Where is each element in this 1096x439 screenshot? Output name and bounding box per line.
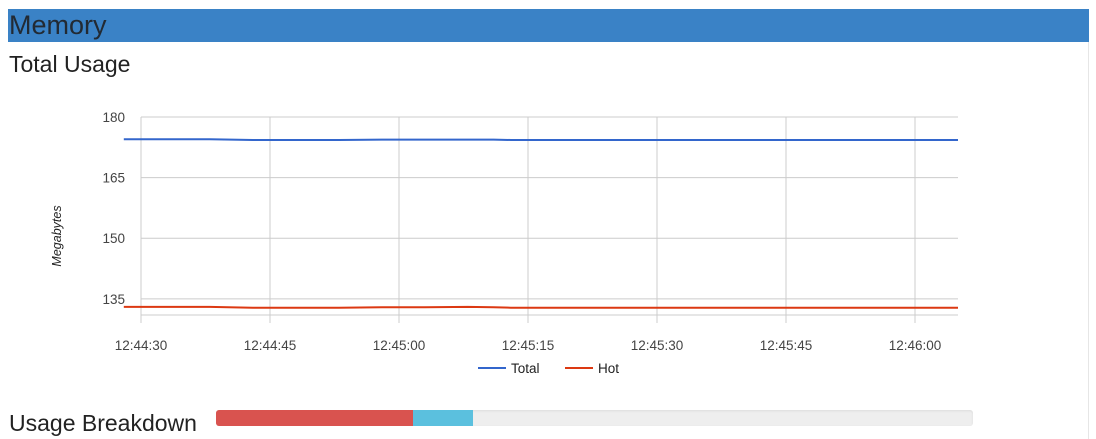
x-tick-label: 12:45:30: [631, 338, 684, 353]
series-line-hot: [124, 307, 958, 308]
usage-breakdown-bar: [216, 410, 973, 426]
x-tick-label: 12:44:30: [115, 338, 168, 353]
chart-grid: [141, 117, 958, 323]
chart-series: [124, 139, 958, 308]
legend-label-hot: Hot: [598, 361, 619, 376]
chart-legend: Total Hot: [478, 361, 619, 376]
x-tick-label: 12:45:15: [502, 338, 555, 353]
legend-label-total: Total: [511, 361, 540, 376]
breakdown-segment-hot: [216, 410, 413, 426]
x-tick-label: 12:45:00: [373, 338, 426, 353]
y-tick-label: 135: [102, 292, 125, 307]
series-line-total: [124, 139, 958, 140]
y-axis-ticks: 135 150 165 180: [102, 110, 125, 307]
x-tick-label: 12:44:45: [244, 338, 297, 353]
y-tick-label: 165: [102, 171, 125, 186]
memory-panel: Memory Total Usage 135 150 165 180 12:44:30…: [8, 9, 1089, 439]
y-axis-title: Megabytes: [50, 205, 64, 266]
y-tick-label: 180: [102, 110, 125, 125]
x-tick-label: 12:46:00: [889, 338, 942, 353]
y-tick-label: 150: [102, 231, 125, 246]
x-axis-ticks: 12:44:30 12:44:45 12:45:00 12:45:15 12:45:30…: [115, 338, 942, 353]
x-tick-label: 12:45:45: [760, 338, 813, 353]
breakdown-segment-total-other: [413, 410, 474, 426]
usage-breakdown-title: Usage Breakdown: [9, 410, 197, 437]
